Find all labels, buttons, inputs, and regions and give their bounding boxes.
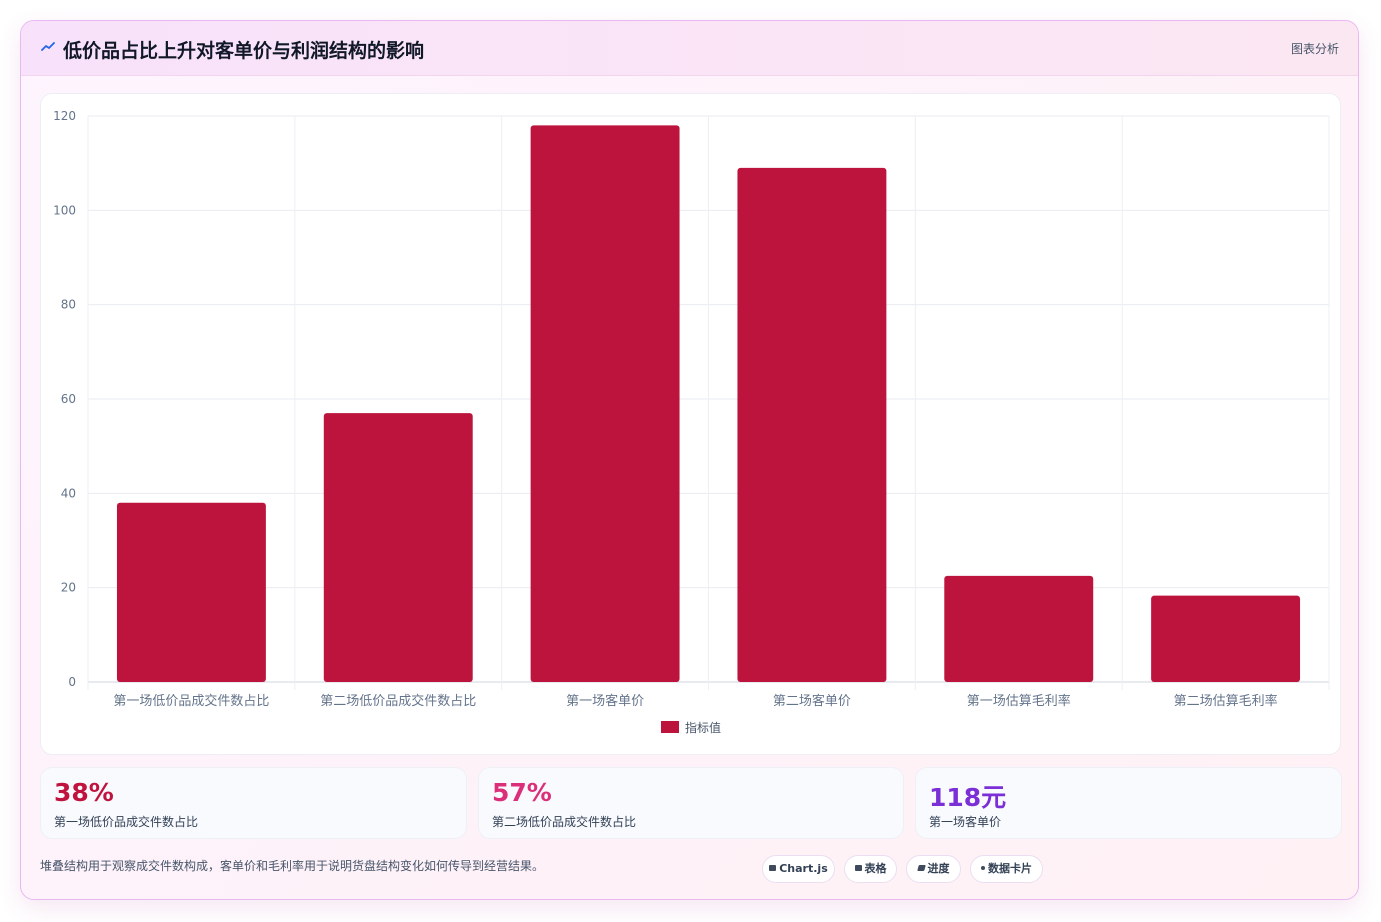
card-header: 低价品占比上升对客单价与利润结构的影响 图表分析 [21,21,1358,76]
legend-layer: 指标值 [661,720,721,735]
x-tick-label: 第二场低价品成交件数占比 [320,693,476,709]
chip-label-chartjs: Chart.js [779,862,828,875]
axis-layer: 0 20 40 60 80 100 120 第一场低价品成交件数占比 第二场低价品成交件数占比 第… [53,109,1277,709]
stat-value-2: 57% [492,778,552,807]
bar-chart: 0 20 40 60 80 100 120 第一场低价品成交件数占比 第二场低价品成交件数占比 第… [53,109,1330,735]
chart-card: 低价品占比上升对客单价与利润结构的影响 图表分析 0 20 40 60 80 100 120… [20,20,1359,900]
chart-panel: 0 20 40 60 80 100 120 第一场低价品成交件数占比 第二场低价品成交件数占比 第… [40,93,1341,755]
footnote: 堆叠结构用于观察成交件数构成，客单价和毛利率用于说明货盘结构变化如何传导到经营结… [40,859,545,873]
x-tick-label: 第一场估算毛利率 [967,693,1071,709]
page-title: 低价品占比上升对客单价与利润结构的影响 [63,40,425,62]
chip-progress[interactable]: 进度 [906,855,961,883]
y-tick-label: 40 [61,486,76,500]
trend-icon [41,42,55,51]
chip-label-progress: 进度 [927,862,950,875]
stat-label-1: 第一场低价品成交件数占比 [54,815,199,829]
x-tick-label: 第一场客单价 [566,693,644,709]
stat-label-3: 第一场客单价 [929,815,1002,829]
chip-chartjs[interactable]: Chart.js [762,855,835,883]
bar [116,502,266,682]
y-tick-label: 20 [61,581,76,595]
bar [323,413,473,682]
stat-value-3: 118元 [929,783,1007,812]
x-tick-label: 第一场低价品成交件数占比 [113,693,269,709]
y-tick-label: 0 [68,675,76,689]
legend-label: 指标值 [685,720,721,735]
stat-card-2: 57% 第二场低价品成交件数占比 [478,767,904,839]
chip-table[interactable]: 表格 [844,855,897,883]
bar [530,125,680,682]
bar [737,167,887,683]
legend-swatch [661,721,679,733]
bar [1151,595,1301,682]
chart-analysis-tag: 图表分析 [1290,42,1339,56]
x-tick-label: 第二场估算毛利率 [1174,693,1278,709]
y-tick-label: 60 [61,392,76,406]
chip-label-data-card: 数据卡片 [988,862,1032,875]
stat-card-3: 118元 第一场客单价 [915,767,1342,839]
stat-value-1: 38% [54,778,114,807]
y-tick-label: 100 [53,203,76,217]
progress-icon [916,865,926,871]
x-tick-label: 第二场客单价 [773,693,851,709]
y-tick-label: 120 [53,109,76,123]
stat-label-2: 第二场低价品成交件数占比 [492,815,637,829]
chip-data-card[interactable]: 数据卡片 [970,855,1043,883]
chart-icon [769,865,777,871]
bar [944,575,1094,682]
bars-layer [116,125,1301,683]
grid-layer [87,115,1330,690]
chip-label-table: 表格 [864,862,887,875]
card-icon [981,866,985,870]
table-icon [854,865,862,871]
y-tick-label: 80 [61,298,76,312]
stat-card-1: 38% 第一场低价品成交件数占比 [40,767,467,839]
